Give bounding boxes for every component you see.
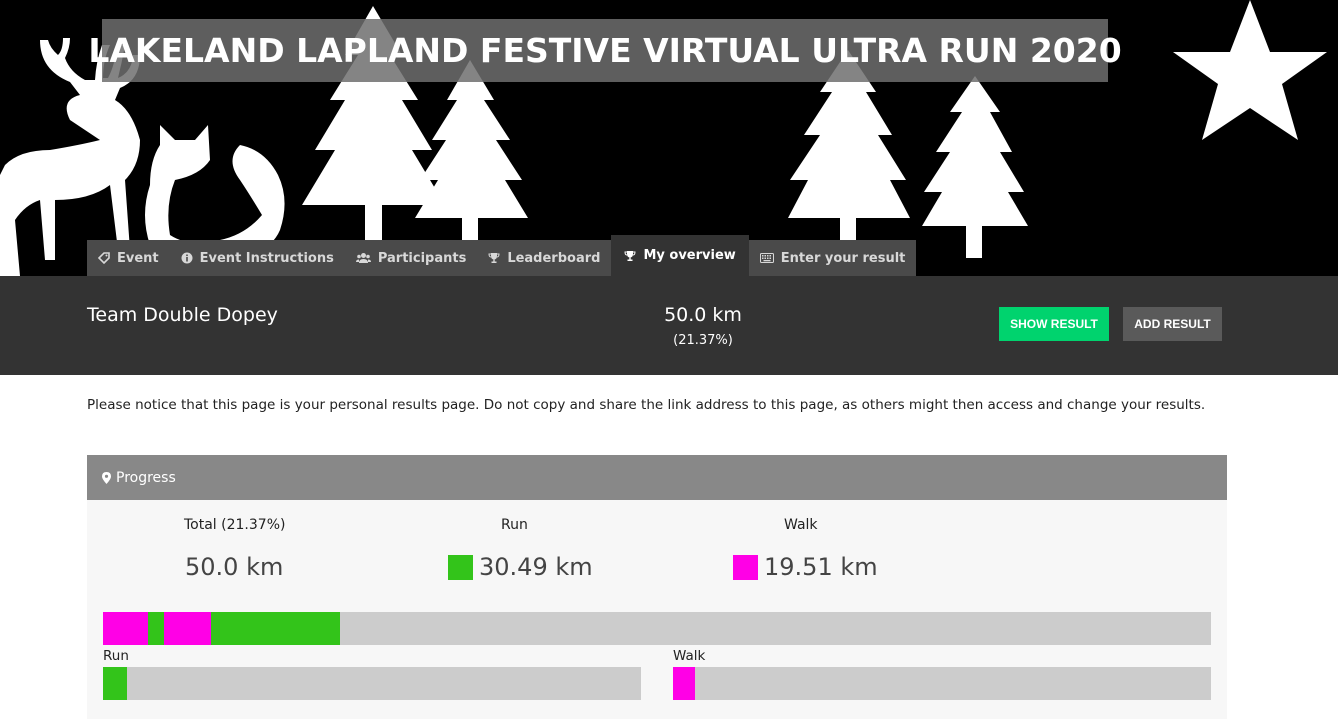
keyboard-icon (759, 253, 774, 263)
run-stat-value: 30.49 km (448, 553, 593, 581)
personal-page-notice: Please notice that this page is your per… (87, 397, 1206, 413)
total-distance: 50.0 km (664, 304, 742, 326)
tab-event[interactable]: Event (87, 240, 170, 276)
progress-header: Progress (87, 455, 1227, 500)
festive-illustration (0, 0, 1327, 276)
map-marker-icon (102, 471, 111, 484)
users-icon (355, 253, 371, 263)
walk-progress-fill (673, 667, 696, 700)
total-stat-label: Total (21.37%) (184, 517, 286, 533)
tab-participants[interactable]: Participants (344, 240, 478, 276)
total-stat-value: 50.0 km (185, 553, 283, 581)
progress-segment-walk (163, 612, 212, 645)
hero-banner: LAKELAND LAPLAND FESTIVE VIRTUAL ULTRA R… (0, 0, 1338, 276)
event-title-box: LAKELAND LAPLAND FESTIVE VIRTUAL ULTRA R… (88, 19, 1122, 82)
run-bar-label: Run (103, 648, 129, 664)
tab-enter-your-result[interactable]: Enter your result (748, 240, 917, 276)
total-progress-bar (103, 612, 1211, 645)
run-stat-value-text: 30.49 km (479, 553, 593, 581)
tab-participants-label: Participants (377, 250, 467, 266)
tab-my-overview-label: My overview (643, 248, 736, 263)
info-icon (181, 252, 193, 264)
walk-bar-label: Walk (673, 648, 706, 664)
tab-enter-your-result-label: Enter your result (780, 250, 906, 266)
progress-header-label: Progress (116, 469, 176, 486)
run-stat-label: Run (501, 517, 528, 533)
event-tabs: Event Event Instructions Participants Le… (87, 235, 917, 276)
event-title: LAKELAND LAPLAND FESTIVE VIRTUAL ULTRA R… (88, 31, 1122, 70)
tab-event-instructions[interactable]: Event Instructions (169, 240, 345, 276)
tab-leaderboard[interactable]: Leaderboard (477, 240, 612, 276)
trophy-icon (488, 253, 500, 263)
team-name: Team Double Dopey (87, 304, 278, 326)
tab-my-overview[interactable]: My overview (611, 235, 749, 276)
walk-stat-value-text: 19.51 km (764, 553, 878, 581)
walk-stat-label: Walk (784, 517, 818, 533)
total-percent: (21.37%) (673, 333, 733, 348)
progress-panel: Progress Total (21.37%) 50.0 km Run 30.4… (87, 455, 1227, 719)
run-progress-fill (103, 667, 127, 700)
walk-stat-value: 19.51 km (733, 553, 878, 581)
tag-icon (98, 252, 110, 264)
tab-event-label: Event (117, 250, 159, 266)
progress-segment-run (147, 612, 164, 645)
trophy-icon (624, 250, 636, 261)
walk-color-swatch (733, 554, 758, 580)
progress-segment-walk (103, 612, 148, 645)
show-result-button[interactable]: SHOW RESULT (999, 307, 1109, 341)
run-color-swatch (448, 554, 473, 580)
run-progress-bar (103, 667, 641, 700)
add-result-button[interactable]: ADD RESULT (1123, 307, 1222, 341)
tab-leaderboard-label: Leaderboard (507, 250, 601, 266)
team-summary-bar: Team Double Dopey 50.0 km (21.37%) SHOW … (0, 276, 1338, 375)
tab-event-instructions-label: Event Instructions (199, 250, 334, 266)
progress-segment-run (211, 612, 340, 645)
walk-progress-bar (673, 667, 1211, 700)
total-stat-value-text: 50.0 km (185, 553, 284, 581)
